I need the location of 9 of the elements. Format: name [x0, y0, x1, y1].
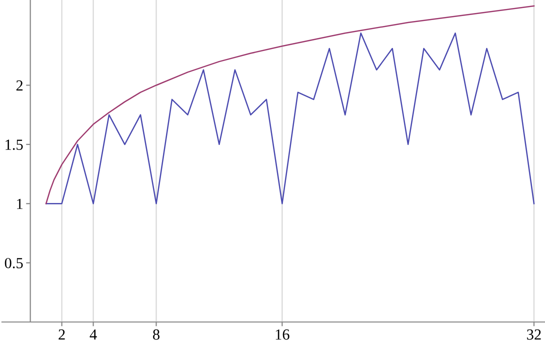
x-tick-label: 16: [276, 329, 290, 340]
x-tick-label: 4: [90, 329, 97, 340]
x-tick-label: 32: [527, 329, 541, 340]
y-tick-label: 1: [17, 198, 22, 209]
y-tick-label: 2: [16, 80, 23, 91]
y-tick-label: 1.5: [6, 140, 23, 150]
x-tick-label: 2: [58, 329, 65, 340]
y-tick-label: 0.5: [4, 258, 23, 268]
x-tick-label: 8: [153, 329, 160, 340]
